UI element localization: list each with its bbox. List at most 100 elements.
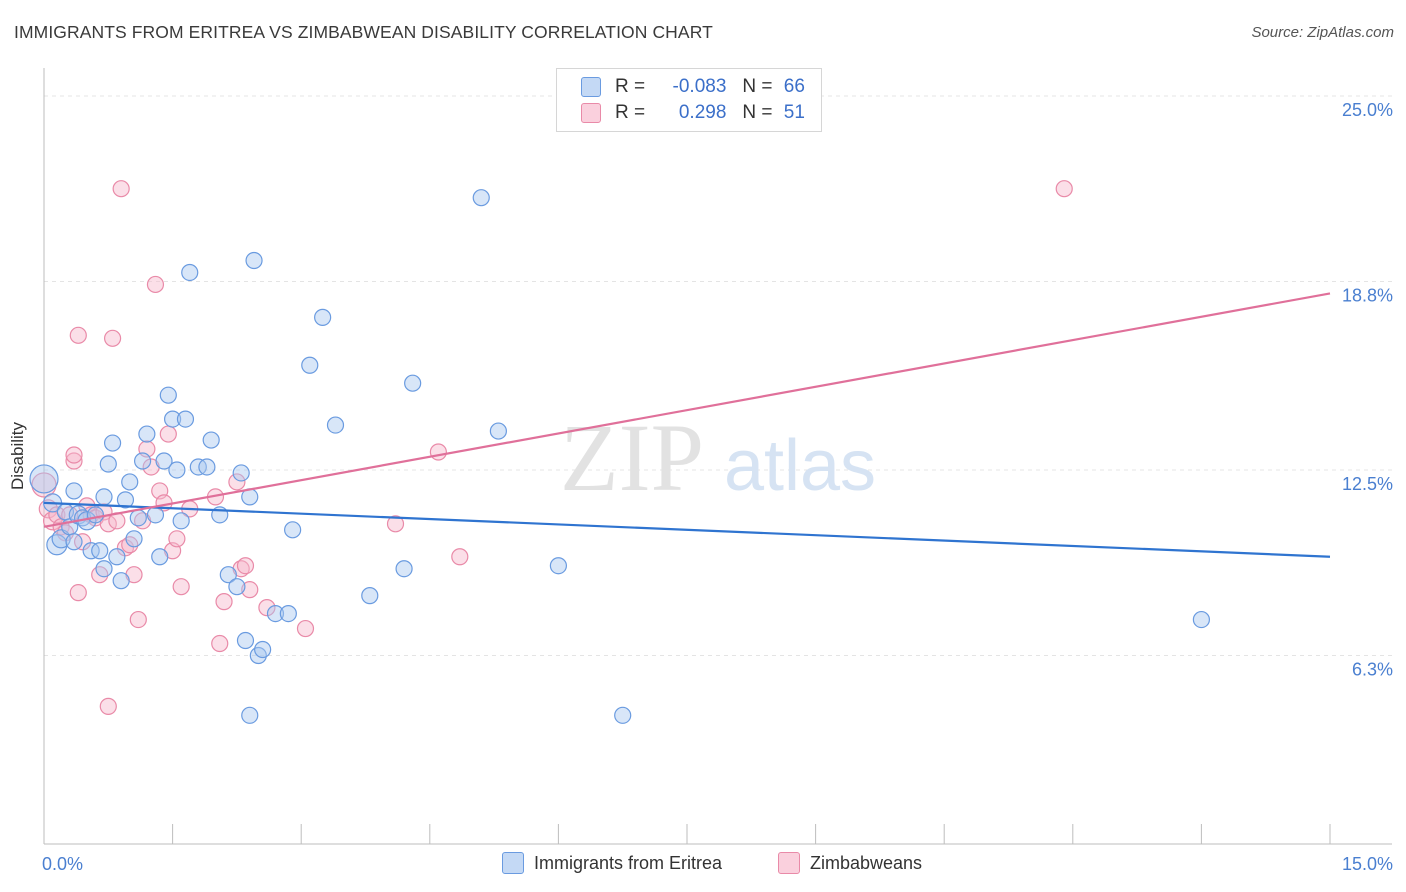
legend-r-value: -0.083	[672, 76, 727, 97]
data-point	[155, 452, 173, 470]
data-point	[168, 461, 186, 479]
bottom-legend-swatch-pink	[778, 852, 800, 874]
data-point	[65, 446, 83, 464]
data-point	[146, 506, 165, 524]
legend-n-value: 51	[783, 102, 805, 123]
data-point	[112, 180, 130, 198]
legend-r-label: R =	[615, 76, 646, 97]
data-point	[176, 410, 195, 428]
legend-n-value: 66	[783, 76, 805, 97]
data-point	[219, 566, 237, 584]
x-tick-label: 0.0%	[42, 854, 83, 874]
bottom-legend-label-zimbabweans: Zimbabweans	[810, 852, 923, 873]
data-point	[121, 473, 139, 491]
data-point	[1055, 180, 1073, 198]
watermark-zip: ZIP	[560, 404, 704, 511]
data-point	[86, 506, 105, 524]
data-point	[116, 491, 135, 509]
data-point	[172, 512, 190, 530]
y-tick-label: 12.5%	[1342, 474, 1393, 494]
data-point	[429, 443, 447, 461]
data-point	[254, 640, 272, 659]
data-point	[228, 578, 246, 596]
data-point	[69, 326, 87, 344]
legend-n-label: N =	[742, 102, 773, 123]
legend-r-label: R =	[615, 102, 646, 123]
data-point	[164, 410, 182, 428]
data-point	[266, 604, 285, 623]
correlation-legend: R = -0.083 N = 66 R = 0.298 N = 51	[556, 68, 822, 132]
x-tick-label: 15.0%	[1342, 854, 1393, 874]
data-point	[549, 557, 568, 575]
data-point	[99, 455, 117, 473]
trend-line-zimbabweans	[43, 292, 1331, 528]
y-tick-label: 25.0%	[1342, 100, 1393, 120]
data-point	[159, 386, 177, 404]
data-point	[159, 425, 177, 443]
data-point	[279, 604, 297, 623]
y-tick-label: 6.3%	[1352, 659, 1393, 679]
data-point	[451, 548, 469, 566]
trend-line-eritrea	[43, 501, 1331, 558]
data-point	[181, 263, 199, 282]
chart-title: IMMIGRANTS FROM ERITREA VS ZIMBABWEAN DI…	[14, 22, 713, 42]
legend-row-eritrea: R = -0.083 N = 66	[581, 75, 805, 99]
data-point	[31, 472, 57, 498]
data-point	[103, 329, 122, 347]
series-zimbabweans	[31, 180, 1073, 715]
data-point	[236, 631, 255, 650]
data-point	[301, 356, 319, 374]
data-point	[472, 189, 490, 207]
data-point	[95, 488, 113, 506]
data-point	[241, 706, 259, 724]
data-point	[112, 572, 130, 590]
source-label: Source: ZipAtlas.com	[1251, 24, 1394, 41]
data-point	[258, 599, 276, 617]
data-point	[91, 542, 109, 560]
bottom-legend-label-eritrea: Immigrants from Eritrea	[534, 852, 723, 873]
bottom-legend-zimbabweans: Zimbabweans	[778, 852, 922, 874]
data-point	[489, 422, 507, 440]
data-point	[232, 464, 250, 482]
data-point	[129, 610, 147, 629]
legend-row-zimbabweans: R = 0.298 N = 51	[581, 101, 805, 125]
data-point	[129, 509, 147, 527]
data-point	[241, 581, 259, 599]
tick-labels: 6.3% 12.5% 18.8% 25.0% 0.0% 15.0%	[42, 100, 1393, 874]
legend-n-label: N =	[742, 76, 773, 97]
data-point	[215, 593, 233, 611]
data-point	[228, 473, 246, 491]
data-point	[65, 533, 83, 551]
data-point	[198, 458, 216, 476]
y-axis-label: Disability	[8, 421, 28, 491]
series-eritrea	[29, 189, 1211, 724]
data-point	[211, 634, 229, 653]
data-point	[202, 431, 220, 449]
y-tick-label: 18.8%	[1342, 285, 1393, 305]
watermark-atlas: atlas	[724, 426, 876, 506]
legend-r-value: 0.298	[678, 102, 727, 123]
data-point	[95, 560, 113, 578]
data-point	[245, 251, 263, 270]
data-point	[65, 452, 83, 470]
legend-swatch-pink	[581, 103, 601, 123]
data-point	[168, 530, 186, 548]
data-point	[65, 482, 83, 500]
data-point	[614, 706, 632, 724]
bottom-legend-eritrea: Immigrants from Eritrea	[502, 852, 722, 874]
data-point	[69, 584, 87, 602]
data-point	[99, 697, 117, 715]
data-point	[172, 578, 190, 596]
data-point	[133, 452, 152, 470]
data-point	[108, 548, 126, 566]
legend-swatch-blue	[581, 77, 601, 97]
data-point	[361, 587, 379, 605]
data-point	[404, 374, 422, 392]
data-point	[125, 530, 143, 548]
data-point	[395, 560, 413, 578]
data-point	[314, 308, 332, 326]
data-point	[146, 275, 165, 294]
trend-lines	[43, 292, 1331, 558]
data-point	[151, 548, 169, 566]
